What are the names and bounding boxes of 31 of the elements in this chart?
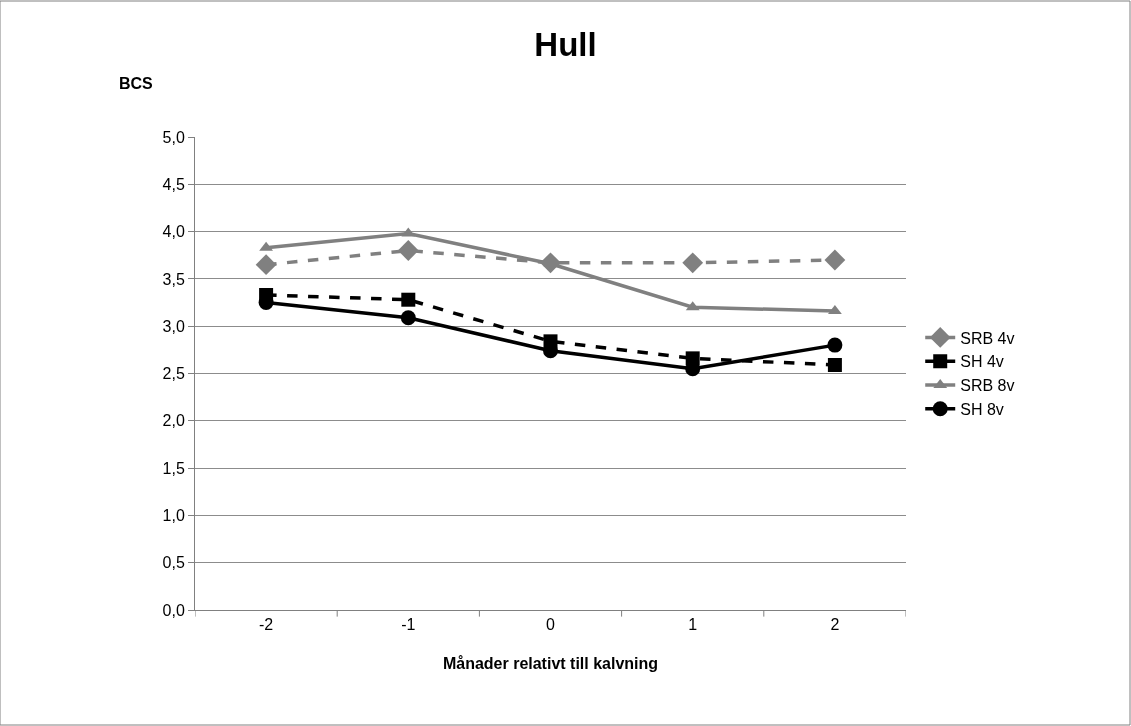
y-tick-label: 3,0 bbox=[162, 317, 185, 335]
x-axis-title: Månader relativt till kalvning bbox=[442, 654, 659, 672]
legend-label: SH 4v bbox=[960, 353, 1004, 371]
point bbox=[401, 292, 416, 307]
y-tick-label: 1,0 bbox=[162, 507, 185, 524]
y-tick-label: 0,5 bbox=[162, 554, 185, 572]
y-axis-title: BCS bbox=[119, 75, 154, 92]
point bbox=[824, 249, 846, 271]
point bbox=[827, 357, 842, 372]
legend-label: SRB 4v bbox=[960, 329, 1015, 347]
y-tick-label: 0,0 bbox=[162, 601, 185, 619]
x-tick-label: 2 bbox=[830, 616, 840, 634]
legend-label: SRB 8v bbox=[960, 377, 1015, 395]
point bbox=[682, 252, 704, 274]
y-tick-label: 4,0 bbox=[162, 223, 185, 241]
x-tick-label: -1 bbox=[401, 616, 416, 634]
y-tick-label: 2,5 bbox=[162, 365, 185, 383]
legend-label: SH 8v bbox=[960, 401, 1004, 419]
y-tick-label: 1,5 bbox=[162, 459, 185, 477]
x-tick-label: -2 bbox=[258, 616, 274, 634]
point bbox=[397, 240, 419, 261]
y-tick-label: 5,0 bbox=[162, 128, 185, 146]
point bbox=[827, 337, 843, 353]
point bbox=[255, 254, 277, 276]
y-tick-label: 4,5 bbox=[162, 175, 185, 193]
x-tick-label: 0 bbox=[546, 616, 556, 634]
y-tick-label: 2,0 bbox=[162, 412, 185, 430]
chart-title: Hull bbox=[534, 25, 597, 63]
x-tick-label: 1 bbox=[688, 616, 698, 634]
y-tick-label: 3,5 bbox=[162, 270, 185, 288]
point bbox=[400, 310, 416, 326]
